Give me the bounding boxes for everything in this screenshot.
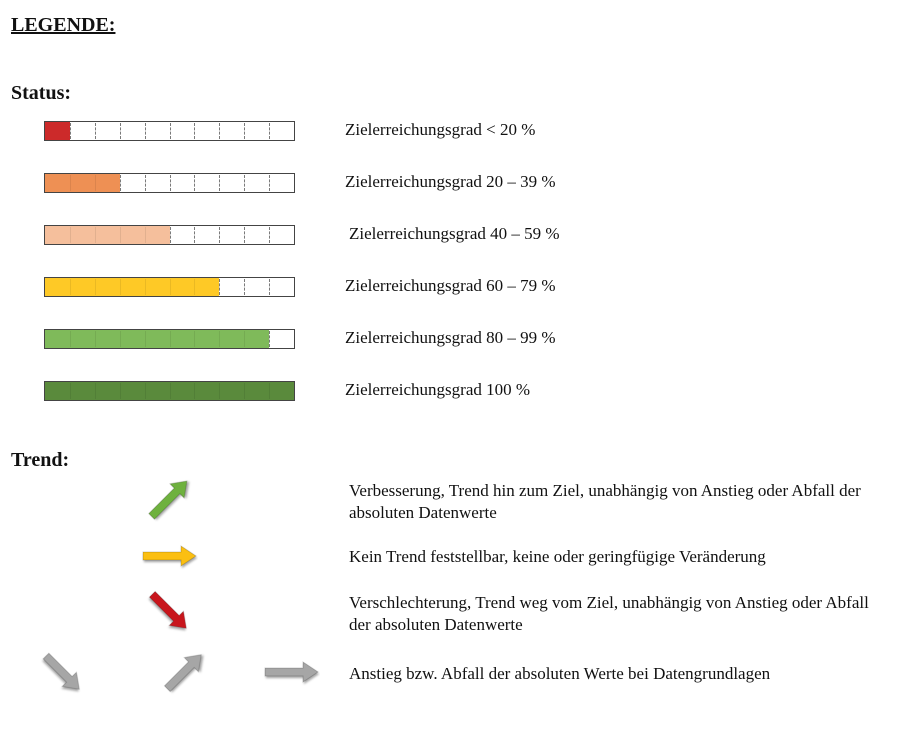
segment-divider (144, 175, 146, 191)
status-bar-fill (45, 330, 270, 348)
segment-divider (144, 279, 146, 295)
trend-text: Verschlechterung, Trend weg vom Ziel, un… (349, 593, 869, 634)
segment-divider (244, 383, 246, 399)
status-bar (44, 225, 295, 245)
segment-divider (144, 331, 146, 347)
status-bar (44, 121, 295, 141)
segment-divider (69, 227, 71, 243)
segment-divider (269, 123, 271, 139)
arrow-shape (264, 661, 319, 683)
gray-arrow-up-right-icon (163, 654, 202, 693)
arrow-shape (142, 545, 197, 567)
arrow-shape (148, 590, 187, 629)
segment-divider (244, 175, 246, 191)
status-bar (44, 277, 295, 297)
segment-divider (219, 175, 221, 191)
segment-divider (119, 123, 121, 139)
status-label: Zielerreichungsgrad 20 – 39 % (345, 172, 556, 191)
segment-divider (219, 227, 221, 243)
arrow-right-icon (142, 545, 197, 567)
status-row: Zielerreichungsgrad 40 – 59 % (0, 224, 900, 249)
segment-divider (69, 123, 71, 139)
arrow-shape (148, 480, 188, 520)
gray-arrow-right-icon (264, 661, 319, 683)
segment-divider (69, 331, 71, 347)
segment-divider (144, 383, 146, 399)
segment-divider (169, 279, 171, 295)
segment-divider (69, 383, 71, 399)
status-label: Zielerreichungsgrad 100 % (345, 380, 531, 399)
segment-divider (169, 227, 171, 243)
status-bar (44, 381, 295, 401)
segment-divider (194, 175, 196, 191)
segment-divider (94, 279, 96, 295)
segment-divider (194, 123, 196, 139)
status-bar-fill (45, 122, 70, 140)
status-label: Zielerreichungsgrad 60 – 79 % (345, 276, 556, 295)
segment-divider (119, 227, 121, 243)
segment-divider (169, 383, 171, 399)
segment-divider (244, 331, 246, 347)
segment-divider (119, 331, 121, 347)
legend-title: LEGENDE: (11, 14, 116, 36)
arrow-shape (42, 652, 80, 690)
status-row: Zielerreichungsgrad < 20 % (0, 120, 900, 145)
segment-divider (194, 383, 196, 399)
segment-divider (269, 175, 271, 191)
segment-divider (194, 227, 196, 243)
segment-divider (219, 331, 221, 347)
segment-divider (194, 279, 196, 295)
segment-divider (269, 331, 271, 347)
segment-divider (169, 123, 171, 139)
trend-text: Verbesserung, Trend hin zum Ziel, unabhä… (349, 481, 861, 522)
status-row: Zielerreichungsgrad 60 – 79 % (0, 276, 900, 301)
trend-heading: Trend: (11, 449, 70, 471)
arrow-down-right-icon (148, 590, 187, 629)
segment-divider (219, 383, 221, 399)
segment-divider (244, 123, 246, 139)
status-bar (44, 329, 295, 349)
segment-divider (269, 383, 271, 399)
status-label: Zielerreichungsgrad < 20 % (345, 120, 536, 139)
segment-divider (144, 227, 146, 243)
segment-divider (119, 383, 121, 399)
segment-divider (144, 123, 146, 139)
segment-divider (244, 279, 246, 295)
gray-arrow-down-right-icon (42, 652, 80, 690)
status-bar-fill (45, 278, 220, 296)
segment-divider (69, 175, 71, 191)
arrow-shape (163, 654, 202, 693)
segment-divider (94, 175, 96, 191)
segment-divider (194, 331, 196, 347)
status-label: Zielerreichungsgrad 80 – 99 % (345, 328, 556, 347)
segment-divider (119, 175, 121, 191)
segment-divider (94, 227, 96, 243)
segment-divider (169, 331, 171, 347)
trend-text: Anstieg bzw. Abfall der absoluten Werte … (349, 664, 771, 683)
status-heading: Status: (11, 82, 72, 104)
status-bar (44, 173, 295, 193)
status-bar-fill (45, 382, 294, 400)
trend-text: Kein Trend feststellbar, keine oder geri… (349, 547, 766, 566)
segment-divider (269, 279, 271, 295)
segment-divider (169, 175, 171, 191)
status-bar-fill (45, 174, 120, 192)
status-bar-fill (45, 226, 170, 244)
segment-divider (269, 227, 271, 243)
arrow-up-right-icon (148, 480, 188, 520)
segment-divider (119, 279, 121, 295)
segment-divider (244, 227, 246, 243)
segment-divider (94, 123, 96, 139)
segment-divider (94, 383, 96, 399)
status-label: Zielerreichungsgrad 40 – 59 % (349, 224, 560, 243)
status-row: Zielerreichungsgrad 20 – 39 % (0, 172, 900, 197)
status-row: Zielerreichungsgrad 100 % (0, 380, 900, 405)
segment-divider (219, 123, 221, 139)
segment-divider (94, 331, 96, 347)
status-row: Zielerreichungsgrad 80 – 99 % (0, 328, 900, 353)
segment-divider (219, 279, 221, 295)
segment-divider (69, 279, 71, 295)
